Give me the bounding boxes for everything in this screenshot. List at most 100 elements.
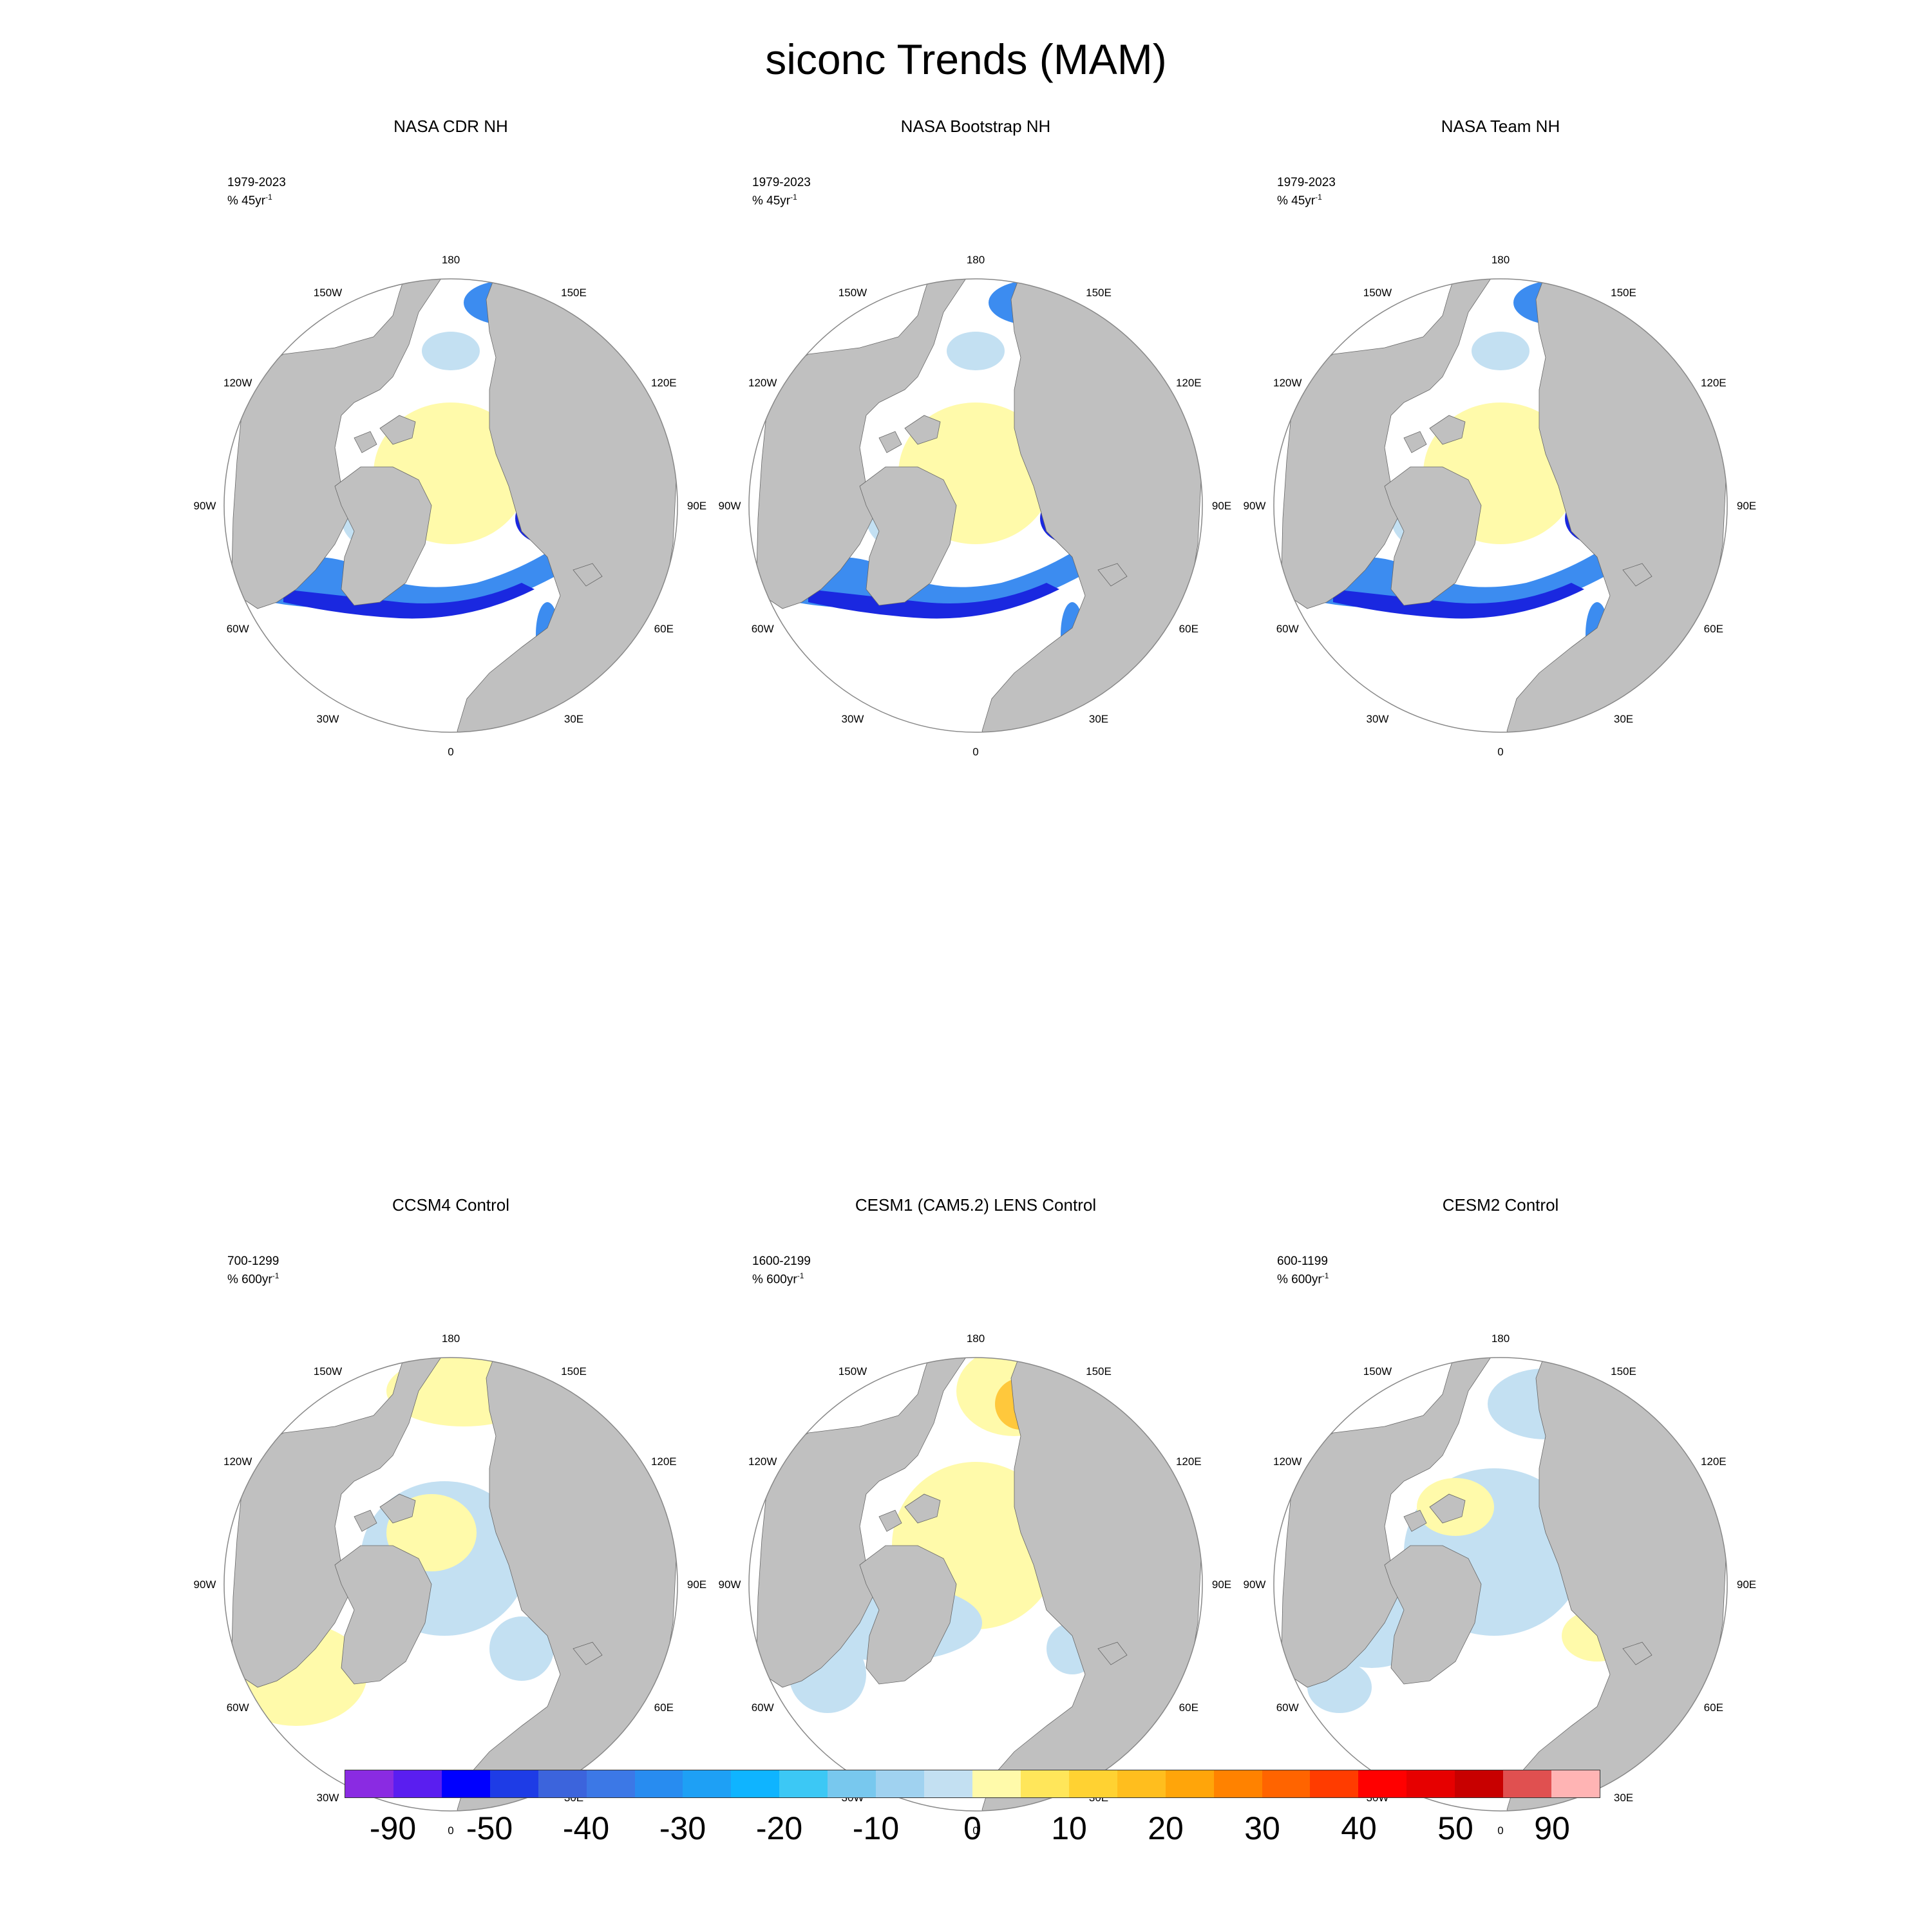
colorbar-tick-label: 30 <box>1244 1810 1280 1846</box>
land-mass <box>1622 563 1653 587</box>
longitude-label: 120E <box>1701 1455 1727 1468</box>
colorbar-swatch <box>683 1770 732 1797</box>
colorbar-tick-label: 0 <box>963 1810 981 1846</box>
period-label: 600-1199 <box>1277 1255 1328 1268</box>
longitude-label: 60E <box>654 623 674 635</box>
longitude-label: 90E <box>687 1578 706 1591</box>
colorbar-swatch <box>538 1770 587 1797</box>
longitude-label: 180 <box>967 1332 985 1345</box>
panel-title: CESM2 Control <box>1442 1195 1559 1215</box>
longitude-label: 120E <box>651 377 677 389</box>
longitude-label: 60E <box>1179 623 1198 635</box>
units-label: % 45yr-1 <box>1277 193 1322 208</box>
colorbar-swatch <box>1020 1770 1069 1797</box>
ice-trend-region <box>808 583 1059 619</box>
land-mass <box>878 431 902 453</box>
colorbar-swatch <box>1503 1770 1552 1797</box>
colorbar-swatch <box>1455 1770 1504 1797</box>
longitude-label: 150E <box>1086 287 1112 299</box>
longitude-label: 60W <box>227 623 249 635</box>
panel-period: 1979-2023 % 45yr-1 <box>752 175 811 208</box>
longitude-label: 150W <box>1363 287 1392 299</box>
colorbar-tick-label: -50 <box>466 1810 513 1846</box>
colorbar-swatch <box>586 1770 635 1797</box>
units-label: % 600yr-1 <box>1277 1271 1329 1287</box>
longitude-label: 150E <box>561 287 587 299</box>
colorbar-swatch <box>1310 1770 1359 1797</box>
land-mass <box>379 1493 416 1524</box>
longitude-label: 0 <box>448 746 453 758</box>
ice-trend-region <box>947 332 1005 370</box>
colorbar-swatch <box>393 1770 442 1797</box>
longitude-label: 0 <box>1497 746 1503 758</box>
colorbar-swatch <box>1213 1770 1262 1797</box>
units-label: % 600yr-1 <box>752 1271 804 1287</box>
colorbar-tick-label: 20 <box>1148 1810 1184 1846</box>
longitude-label: 90E <box>1212 500 1231 512</box>
period-label: 1979-2023 <box>752 176 811 189</box>
period-label: 1979-2023 <box>227 176 286 189</box>
longitude-label: 180 <box>442 1332 460 1345</box>
longitude-label: 180 <box>967 254 985 266</box>
colorbar-swatch <box>345 1770 393 1797</box>
land-mass <box>573 563 603 587</box>
longitude-label: 30E <box>564 713 583 725</box>
colorbar-swatch <box>634 1770 683 1797</box>
ice-trend-region <box>489 1616 554 1681</box>
longitude-label: 120W <box>748 1455 777 1468</box>
colorbar-swatch <box>1406 1770 1455 1797</box>
ice-trend-region <box>422 332 480 370</box>
colorbar-tick-label: -10 <box>852 1810 900 1846</box>
colorbar-swatch <box>972 1770 1021 1797</box>
land-mass <box>859 466 957 606</box>
land-mass <box>1403 431 1427 453</box>
longitude-label: 60W <box>1276 623 1299 635</box>
ice-trend-region <box>1472 332 1530 370</box>
ice-trend-region <box>283 583 535 619</box>
colorbar-swatch <box>1262 1770 1311 1797</box>
colorbar-tick-label: 50 <box>1437 1810 1473 1846</box>
longitude-label: 60E <box>1704 1701 1723 1714</box>
longitude-label: 90W <box>1244 500 1266 512</box>
period-label: 1979-2023 <box>1277 176 1336 189</box>
colorbar-swatch <box>1551 1770 1600 1797</box>
panel-period: 1979-2023 % 45yr-1 <box>227 175 286 208</box>
longitude-label: 60W <box>752 623 774 635</box>
panel-title: NASA CDR NH <box>393 117 508 136</box>
panel-title: CESM1 (CAM5.2) LENS Control <box>855 1195 1097 1215</box>
longitude-label: 30W <box>317 713 339 725</box>
panel-period: 1600-2199 % 600yr-1 <box>752 1254 811 1287</box>
land-mass <box>354 431 377 453</box>
units-label: % 45yr-1 <box>752 193 797 208</box>
land-mass <box>334 1545 432 1685</box>
colorbar-swatch <box>876 1770 925 1797</box>
panel-period: 600-1199 % 600yr-1 <box>1277 1254 1329 1287</box>
colorbar-tick-label: -40 <box>562 1810 610 1846</box>
longitude-label: 90W <box>194 500 216 512</box>
land-mass <box>379 415 416 445</box>
longitude-label: 120E <box>1176 1455 1202 1468</box>
period-label: 1600-2199 <box>752 1255 811 1268</box>
longitude-label: 90W <box>719 500 741 512</box>
colorbar: -90 -50 -40 -30 -20 -10 0 10 20 30 40 50 90 <box>345 1770 1600 1866</box>
longitude-label: 120W <box>223 1455 252 1468</box>
longitude-label: 90E <box>687 500 706 512</box>
colorbar-tick-label: -90 <box>369 1810 417 1846</box>
longitude-label: 120E <box>651 1455 677 1468</box>
map-panel: CESM1 (CAM5.2) LENS Control 180 150E 120E 90… <box>712 1195 1240 1837</box>
ice-trend-region <box>1333 583 1584 619</box>
panel-title: NASA Bootstrap NH <box>900 117 1051 136</box>
land-mass <box>1384 1545 1482 1685</box>
land-mass <box>1384 466 1482 606</box>
period-label: 700-1299 <box>227 1255 279 1268</box>
panel-period: 700-1299 % 600yr-1 <box>227 1254 279 1287</box>
longitude-label: 60W <box>227 1701 249 1714</box>
longitude-label: 30E <box>1614 1792 1633 1804</box>
longitude-label: 120W <box>223 377 252 389</box>
colorbar-bar <box>345 1770 1600 1798</box>
panel-title: CCSM4 Control <box>392 1195 510 1215</box>
